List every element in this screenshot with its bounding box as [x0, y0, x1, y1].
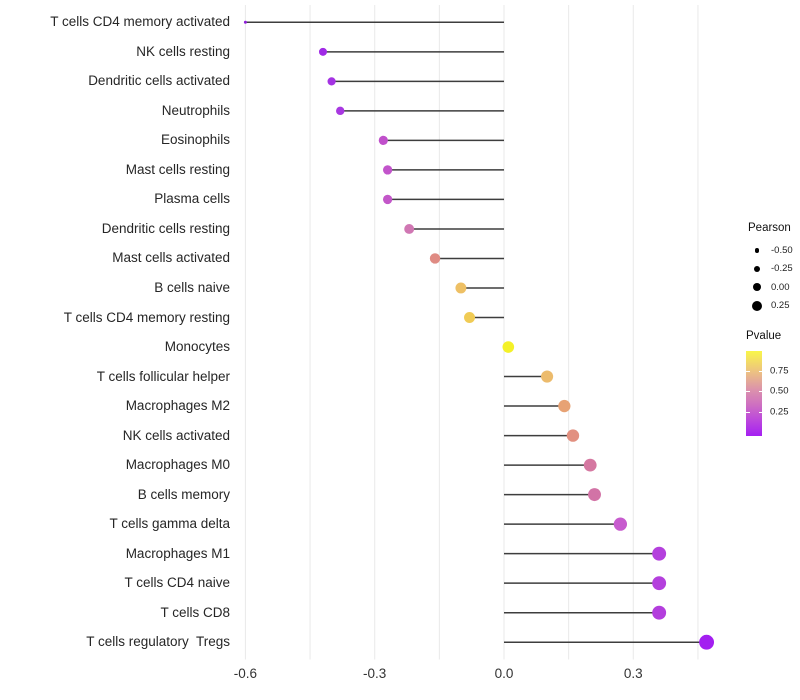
pvalue-gradient-tick [758, 390, 762, 392]
pvalue-color-legend: Pvalue 0.75 0.50 0.25 [744, 330, 789, 436]
y-axis-label: Neutrophils [161, 102, 230, 118]
y-axis-label: B cells naive [154, 279, 230, 295]
lollipop-point [652, 546, 667, 561]
pvalue-gradient-bar [746, 351, 762, 436]
y-axis-label: Monocytes [164, 339, 230, 355]
y-axis-label: Mast cells activated [112, 250, 230, 266]
y-axis-label: B cells memory [137, 486, 230, 502]
pearson-legend-label: -0.50 [771, 244, 793, 256]
y-axis-label: Dendritic cells resting [101, 220, 230, 236]
y-axis-label: Eosinophils [160, 132, 230, 148]
y-axis-label: T cells CD4 memory resting [63, 309, 230, 325]
pearson-legend-dot-cell [744, 248, 770, 253]
lollipop-point [464, 312, 476, 323]
lollipop-point [566, 429, 580, 442]
y-axis-label: NK cells resting [136, 43, 230, 59]
lollipop-point [699, 634, 715, 650]
pvalue-gradient-label: 0.25 [770, 406, 789, 417]
lollipop-point [541, 370, 554, 383]
points-group [243, 20, 715, 650]
pearson-legend-dot-cell [744, 265, 770, 272]
pearson-legend-dot-cell [744, 283, 770, 292]
pearson-legend-entry: 0.25 [744, 297, 793, 316]
x-axis-tick-label: 0.0 [494, 666, 514, 681]
lollipop-point [382, 165, 393, 175]
pvalue-gradient-tick [746, 370, 750, 372]
x-axis-tick-label: -0.6 [233, 666, 258, 681]
pearson-legend-dot-cell [744, 300, 770, 311]
pearson-legend-dot [753, 265, 761, 272]
pearson-legend-label: -0.25 [771, 263, 793, 275]
y-axis-label: Macrophages M2 [125, 398, 230, 414]
pvalue-gradient-label: 0.75 [770, 365, 789, 376]
pearson-size-legend: Pearson -0.50 -0.25 0.00 0.25 [744, 222, 793, 315]
pearson-legend-dot [752, 283, 762, 292]
pearson-legend-entry: -0.50 [744, 241, 793, 260]
pvalue-gradient-tick [746, 390, 750, 392]
pvalue-gradient-wrap: 0.75 0.50 0.25 [746, 351, 789, 436]
y-axis-label: Mast cells resting [125, 161, 230, 177]
pearson-legend-entries: -0.50 -0.25 0.00 0.25 [744, 241, 793, 315]
pvalue-gradient-tick [758, 411, 762, 413]
lollipop-point [502, 341, 515, 353]
lollipop-point [243, 20, 247, 24]
stems-group [245, 21, 707, 643]
y-axis-label: NK cells activated [122, 427, 230, 443]
pearson-legend-dot [752, 300, 762, 311]
pearson-legend-label: 0.25 [771, 300, 790, 312]
pvalue-gradient-label: 0.50 [770, 385, 789, 396]
pvalue-legend-title: Pvalue [746, 330, 782, 342]
gridlines-group [244, 5, 699, 660]
lollipop-point [583, 458, 597, 472]
y-axis-label: Dendritic cells activated [88, 73, 230, 89]
lollipop-point [652, 576, 667, 591]
lollipop-point [336, 106, 345, 116]
lollipop-point [404, 223, 415, 234]
y-axis-label: Plasma cells [154, 191, 230, 207]
y-axis-label: T cells gamma delta [109, 516, 230, 532]
lollipop-point [429, 253, 441, 264]
lollipop-point [382, 194, 393, 205]
x-axis-tick-label: -0.3 [363, 666, 387, 681]
lollipop-point [613, 517, 628, 531]
y-axis-label: T cells CD4 memory activated [50, 14, 230, 30]
pearson-legend-entry: 0.00 [744, 278, 793, 297]
lollipop-point [558, 399, 571, 413]
y-axis-label: T cells CD4 naive [124, 575, 230, 591]
pearson-legend-dot [754, 248, 760, 253]
lollipop-point [327, 77, 336, 86]
pvalue-gradient-tick [746, 411, 750, 413]
y-axis-label: T cells CD8 [160, 604, 230, 620]
pearson-legend-entry: -0.25 [744, 260, 793, 279]
x-axis-tick-label: 0.3 [623, 666, 643, 681]
y-axis-label: Macrophages M0 [125, 457, 230, 473]
y-axis-label: Macrophages M1 [125, 545, 230, 561]
lollipop-point [455, 282, 467, 294]
lollipop-point [588, 488, 601, 502]
lollipop-point [318, 47, 327, 56]
pvalue-gradient-tick [758, 370, 762, 372]
pearson-legend-title: Pearson [748, 222, 791, 234]
lollipop-point [378, 135, 388, 145]
y-axis-label: T cells follicular helper [96, 368, 230, 384]
pearson-legend-label: 0.00 [771, 281, 790, 293]
lollipop-point [652, 605, 667, 620]
y-axis-label: T cells regulatory Tregs [86, 634, 230, 650]
